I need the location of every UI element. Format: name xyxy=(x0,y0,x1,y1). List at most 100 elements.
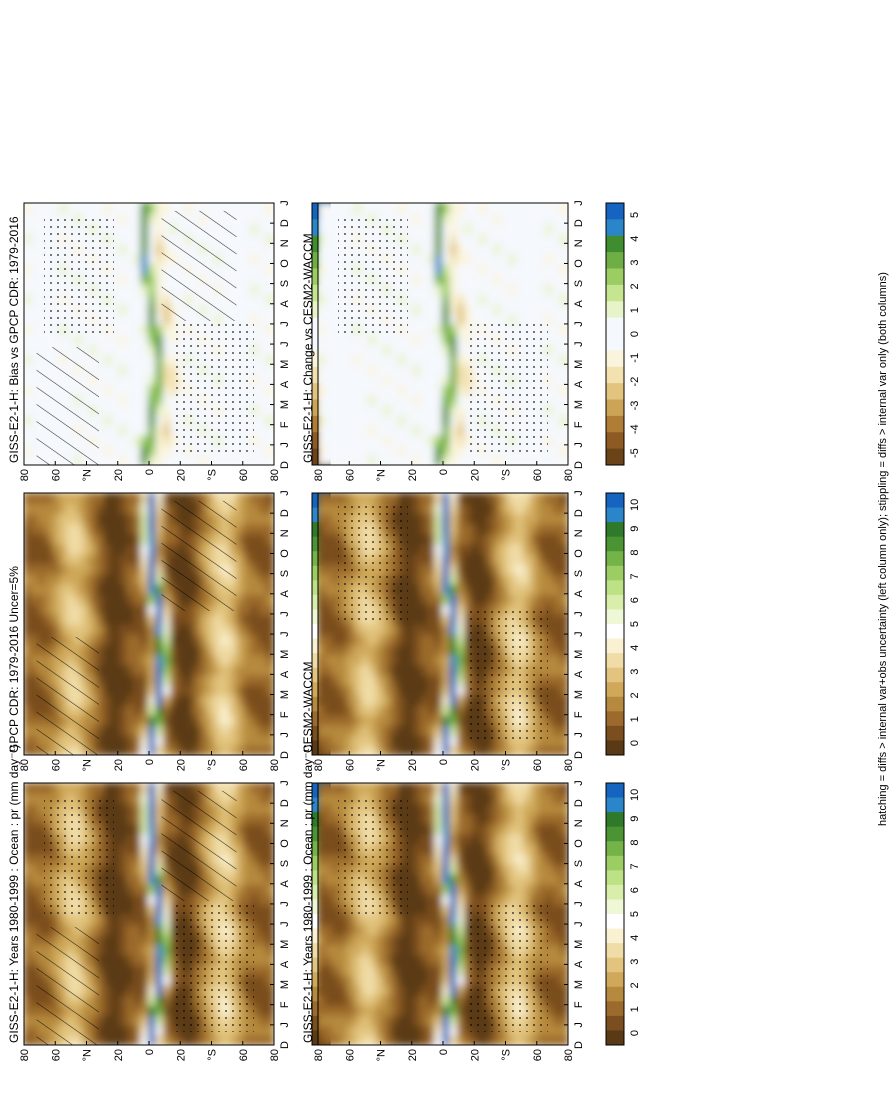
heatmap-cell xyxy=(346,653,356,666)
heatmap-cell xyxy=(500,493,511,505)
heatmap-cell xyxy=(103,933,114,946)
heatmap-cell xyxy=(412,502,422,515)
heatmap-cell xyxy=(522,552,533,565)
heatmap-cell xyxy=(544,592,555,605)
heatmap-cell xyxy=(397,1023,408,1036)
heatmap-cell xyxy=(375,1023,386,1036)
x-tick-label: J xyxy=(279,732,291,738)
heatmap-cell xyxy=(228,713,239,726)
heatmap-cell xyxy=(133,582,143,595)
heatmap-cell xyxy=(530,812,540,825)
heatmap-cell xyxy=(478,802,489,815)
heatmap-cell xyxy=(243,693,253,706)
heatmap-cell xyxy=(434,592,445,605)
heatmap-cell xyxy=(118,923,128,936)
heatmap-cell xyxy=(456,923,467,936)
heatmap-cell xyxy=(250,842,261,855)
heatmap-cell xyxy=(192,643,202,656)
heatmap-cell xyxy=(111,423,121,436)
heatmap-cell xyxy=(258,292,268,305)
heatmap-cell xyxy=(361,683,371,696)
heatmap-cell xyxy=(236,602,246,615)
heatmap-cell xyxy=(412,602,422,615)
heatmap-cell xyxy=(89,542,99,555)
heatmap-cell xyxy=(464,832,474,845)
heatmap-cell xyxy=(390,783,400,795)
heatmap-cell xyxy=(140,203,151,215)
heatmap-cell xyxy=(559,943,568,956)
heatmap-cell xyxy=(456,822,467,835)
heatmap-cell xyxy=(559,643,568,656)
heatmap-cell xyxy=(177,673,187,686)
heatmap-cell xyxy=(111,943,121,956)
heatmap-cell xyxy=(265,862,274,875)
heatmap-cell xyxy=(324,552,334,565)
heatmap-cell xyxy=(236,512,246,525)
heatmap-cell xyxy=(265,703,274,716)
heatmap-cell xyxy=(155,353,165,366)
heatmap-cell xyxy=(148,993,158,1006)
heatmap-cell xyxy=(265,892,274,905)
x-tick-label: J xyxy=(573,611,585,617)
heatmap-cell xyxy=(118,322,128,335)
heatmap-cell xyxy=(493,792,503,805)
heatmap-cell xyxy=(140,912,151,926)
heatmap-cell xyxy=(559,582,568,595)
heatmap-cell xyxy=(324,542,334,555)
heatmap-cell xyxy=(118,663,128,676)
heatmap-cell xyxy=(258,393,268,406)
heatmap-cell xyxy=(125,902,136,915)
heatmap-cell xyxy=(221,663,231,676)
heatmap-cell xyxy=(318,783,327,795)
heatmap-cell xyxy=(140,353,151,366)
heatmap-cell xyxy=(148,943,158,956)
heatmap-cell xyxy=(118,842,128,855)
heatmap-cell xyxy=(339,703,349,716)
heatmap-cell xyxy=(265,572,274,585)
heatmap-cell xyxy=(177,633,187,646)
heatmap-cell xyxy=(412,802,422,815)
heatmap-cell xyxy=(118,643,128,656)
heatmap-cell xyxy=(552,693,562,706)
heatmap-cell xyxy=(59,493,70,505)
heatmap-cell xyxy=(427,562,437,575)
y-tick-label: 60 xyxy=(50,469,62,481)
heatmap-cell xyxy=(449,562,459,575)
heatmap-cell xyxy=(243,842,253,855)
heatmap-cell xyxy=(405,683,415,696)
heatmap-cell xyxy=(243,562,253,575)
heatmap-cell xyxy=(508,453,518,465)
heatmap-cell xyxy=(508,592,518,605)
heatmap-cell xyxy=(265,222,274,235)
heatmap-cell xyxy=(500,522,511,535)
heatmap-cell xyxy=(390,953,400,966)
heatmap-cell xyxy=(236,693,246,706)
heatmap-cell xyxy=(456,633,467,646)
heatmap-cell xyxy=(456,683,467,696)
heatmap-cell xyxy=(427,703,437,716)
heatmap-cell xyxy=(243,1033,253,1045)
heatmap-cell xyxy=(544,783,555,795)
heatmap-cell xyxy=(133,232,143,245)
heatmap-cell xyxy=(493,582,503,595)
hatch-overlay xyxy=(36,927,99,1045)
heatmap-cell xyxy=(405,443,415,456)
heatmap-cell xyxy=(346,733,356,746)
x-tick-label: A xyxy=(573,960,585,968)
heatmap-cell xyxy=(155,343,165,356)
heatmap-cell xyxy=(478,792,489,805)
heatmap-cell xyxy=(162,363,173,376)
heatmap-cell xyxy=(449,522,459,535)
heatmap-cell xyxy=(530,522,540,535)
heatmap-cell xyxy=(530,882,540,895)
heatmap-cell xyxy=(103,1003,114,1016)
heatmap-cell xyxy=(81,592,92,605)
heatmap-cell xyxy=(118,502,128,515)
heatmap-cell xyxy=(515,872,525,885)
heatmap-cell xyxy=(456,733,467,746)
heatmap-cell xyxy=(456,582,467,595)
heatmap-cell xyxy=(559,993,568,1006)
heatmap-cell xyxy=(265,343,274,356)
heatmap-cell xyxy=(24,802,33,815)
